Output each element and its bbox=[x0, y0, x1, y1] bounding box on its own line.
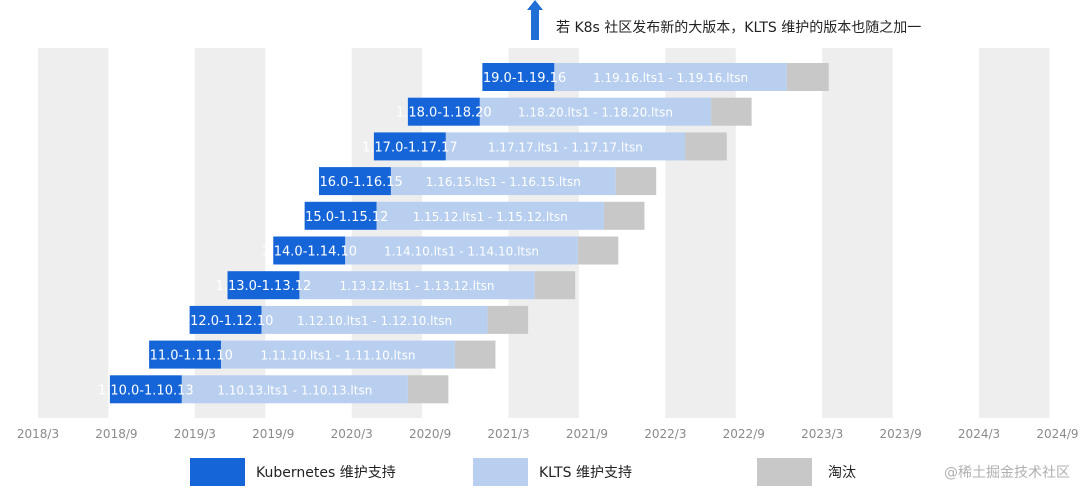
bar-klts bbox=[479, 97, 712, 126]
up-arrow-icon bbox=[527, 0, 543, 40]
bar-klts bbox=[376, 201, 604, 230]
x-tick-label: 2020/3 bbox=[331, 427, 373, 441]
x-tick-label: 2023/9 bbox=[880, 427, 922, 441]
bar-eol bbox=[487, 305, 529, 334]
bar-k8s bbox=[227, 271, 300, 300]
bar-label-klts: 1.19.16.lts1 - 1.19.16.ltsn bbox=[593, 71, 748, 85]
bar-k8s bbox=[304, 201, 377, 230]
bar-label-klts: 1.11.10.lts1 - 1.11.10.ltsn bbox=[260, 349, 415, 363]
version-row: 1.19.0-1.19.16 1.19.16.lts1 - 1.19.16.lts… bbox=[470, 63, 829, 91]
x-tick-label: 2023/3 bbox=[801, 427, 843, 441]
bar-label-k8s: 1.16.0-1.16.15 bbox=[307, 175, 403, 190]
x-tick-label: 2024/9 bbox=[1036, 427, 1078, 441]
bars: 1.19.0-1.19.16 1.19.16.lts1 - 1.19.16.lts… bbox=[98, 63, 829, 404]
bar-label-k8s: 1.10.0-1.10.13 bbox=[98, 383, 194, 398]
bar-eol bbox=[684, 132, 727, 161]
legend-swatch-klts bbox=[473, 458, 528, 486]
grid-band bbox=[822, 48, 893, 418]
version-row: 1.11.0-1.11.10 1.11.10.lts1 - 1.11.10.lts… bbox=[137, 340, 496, 369]
version-row: 1.14.0-1.14.10 1.14.10.lts1 - 1.14.10.lts… bbox=[261, 236, 619, 265]
x-tick-label: 2024/3 bbox=[958, 427, 1000, 441]
bar-label-k8s: 1.15.0-1.15.12 bbox=[293, 210, 389, 225]
version-row: 1.18.0-1.18.20 1.18.20.lts1 - 1.18.20.lts… bbox=[396, 97, 752, 126]
annotation: 若 K8s 社区发布新的大版本，KLTS 维护的版本也随之加一 bbox=[527, 0, 921, 40]
bar-label-k8s: 1.17.0-1.17.17 bbox=[362, 140, 458, 155]
bar-eol bbox=[577, 236, 619, 265]
bar-label-klts: 1.12.10.lts1 - 1.12.10.ltsn bbox=[297, 314, 452, 328]
legend-swatch-eol bbox=[757, 458, 812, 486]
bar-eol bbox=[615, 167, 657, 196]
x-tick-label: 2021/3 bbox=[487, 427, 529, 441]
x-axis-ticks: 2018/3 2018/9 2019/3 2019/9 2020/3 2020/9 2021… bbox=[17, 427, 1079, 441]
bar-k8s bbox=[373, 132, 446, 161]
x-tick-label: 2020/9 bbox=[409, 427, 451, 441]
x-tick-label: 2018/3 bbox=[17, 427, 59, 441]
bar-label-k8s: 1.11.0-1.11.10 bbox=[137, 349, 233, 364]
bar-klts bbox=[390, 167, 616, 196]
bar-label-k8s: 1.18.0-1.18.20 bbox=[396, 106, 492, 121]
bar-klts bbox=[181, 375, 408, 404]
bar-k8s bbox=[109, 375, 182, 404]
bar-klts bbox=[261, 305, 488, 334]
x-tick-label: 2021/9 bbox=[566, 427, 608, 441]
x-tick-label: 2019/3 bbox=[174, 427, 216, 441]
bar-label-klts: 1.15.12.lts1 - 1.15.12.ltsn bbox=[413, 210, 568, 224]
bar-label-klts: 1.17.17.lts1 - 1.17.17.ltsn bbox=[488, 140, 643, 154]
version-row: 1.15.0-1.15.12 1.15.12.lts1 - 1.15.12.lts… bbox=[293, 201, 645, 230]
legend-label-klts: KLTS 维护支持 bbox=[539, 465, 632, 481]
legend: Kubernetes 维护支持 KLTS 维护支持 淘汰 bbox=[190, 458, 856, 486]
watermark: @稀土掘金技术社区 bbox=[944, 465, 1070, 481]
bar-eol bbox=[786, 63, 829, 91]
bar-k8s bbox=[482, 63, 555, 91]
bar-klts bbox=[445, 132, 685, 161]
bar-label-klts: 1.13.12.lts1 - 1.13.12.ltsn bbox=[340, 279, 495, 293]
bar-label-k8s: 1.14.0-1.14.10 bbox=[261, 245, 357, 260]
grid-band bbox=[979, 48, 1050, 418]
bar-eol bbox=[711, 97, 752, 126]
bar-label-k8s: 1.12.0-1.12.10 bbox=[178, 314, 274, 329]
bar-klts bbox=[554, 63, 787, 91]
version-row: 1.16.0-1.16.15 1.16.15.lts1 - 1.16.15.lts… bbox=[307, 167, 657, 196]
legend-label-eol: 淘汰 bbox=[828, 465, 856, 481]
bar-k8s bbox=[319, 167, 391, 196]
annotation-text: 若 K8s 社区发布新的大版本，KLTS 维护的版本也随之加一 bbox=[556, 20, 921, 36]
bar-klts bbox=[299, 271, 535, 300]
bar-eol bbox=[603, 201, 645, 230]
x-tick-label: 2022/9 bbox=[723, 427, 765, 441]
version-row: 1.10.0-1.10.13 1.10.13.lts1 - 1.10.13.lts… bbox=[98, 375, 449, 404]
bar-label-klts: 1.10.13.lts1 - 1.10.13.ltsn bbox=[217, 383, 372, 397]
bar-k8s bbox=[189, 305, 262, 334]
bar-k8s bbox=[407, 97, 480, 126]
version-row: 1.17.0-1.17.17 1.17.17.lts1 - 1.17.17.lts… bbox=[362, 132, 727, 161]
x-tick-label: 2018/9 bbox=[95, 427, 137, 441]
bar-eol bbox=[407, 375, 449, 404]
bar-k8s bbox=[273, 236, 346, 265]
bar-eol bbox=[534, 271, 576, 300]
version-row: 1.13.0-1.13.12 1.13.12.lts1 - 1.13.12.lts… bbox=[216, 271, 576, 300]
bar-label-k8s: 1.19.0-1.19.16 bbox=[470, 71, 566, 86]
bar-label-klts: 1.16.15.lts1 - 1.16.15.ltsn bbox=[426, 175, 581, 189]
grid-band bbox=[38, 48, 109, 418]
x-tick-label: 2019/9 bbox=[252, 427, 294, 441]
bar-label-klts: 1.18.20.lts1 - 1.18.20.ltsn bbox=[518, 106, 673, 120]
bar-label-k8s: 1.13.0-1.13.12 bbox=[216, 279, 312, 294]
bar-klts bbox=[220, 340, 455, 369]
bar-label-klts: 1.14.10.lts1 - 1.14.10.ltsn bbox=[384, 245, 539, 259]
bar-k8s bbox=[149, 340, 221, 369]
bar-klts bbox=[345, 236, 578, 265]
x-tick-label: 2022/3 bbox=[644, 427, 686, 441]
bar-eol bbox=[454, 340, 496, 369]
version-row: 1.12.0-1.12.10 1.12.10.lts1 - 1.12.10.lts… bbox=[178, 305, 529, 334]
legend-swatch-k8s bbox=[190, 458, 245, 486]
legend-label-k8s: Kubernetes 维护支持 bbox=[256, 465, 396, 481]
